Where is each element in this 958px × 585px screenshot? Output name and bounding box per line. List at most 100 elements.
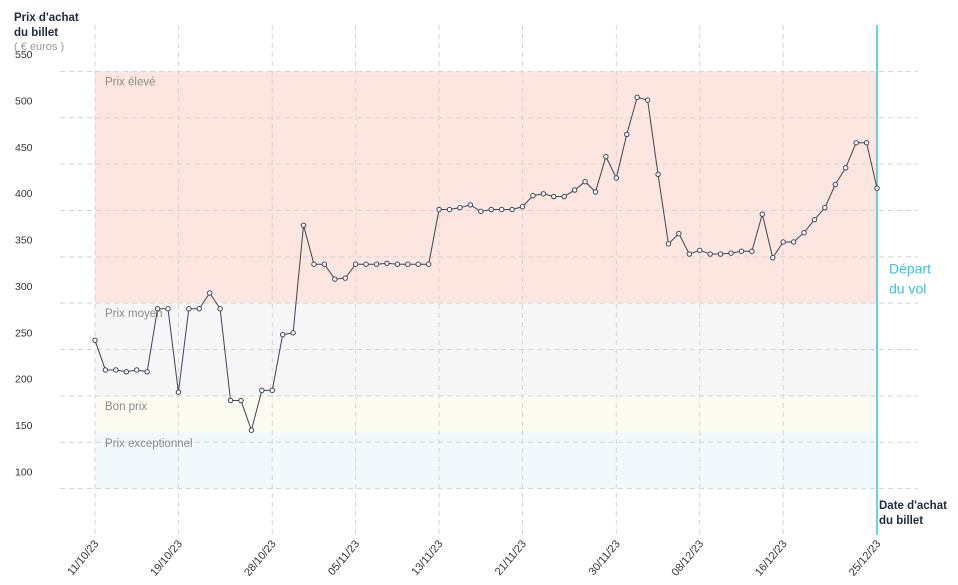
price-point [801, 230, 807, 236]
price-point [582, 179, 588, 185]
price-point [321, 261, 328, 267]
x-tick-label: 05/11/23 [326, 538, 362, 578]
y-tick-label: 500 [15, 96, 33, 108]
y-tick-label: 200 [15, 374, 33, 386]
price-point [488, 206, 494, 213]
price-point [206, 290, 213, 296]
price-point [300, 222, 307, 228]
price-point [707, 251, 713, 257]
price-point [332, 276, 338, 282]
price-point [717, 251, 724, 257]
price-point [436, 206, 442, 213]
price-point [540, 191, 547, 197]
price-point [665, 241, 672, 247]
y-tick-label: 100 [15, 466, 33, 478]
y-tick-label: 300 [15, 281, 33, 293]
price-point [519, 204, 526, 210]
price-point [509, 206, 515, 213]
x-tick-label: 11/10/23 [65, 538, 101, 578]
price-point [478, 208, 484, 215]
price-point [811, 217, 818, 223]
price-point [290, 330, 296, 336]
price-point [154, 306, 161, 312]
x-tick-label: 13/11/23 [409, 538, 445, 578]
price-point [624, 131, 630, 138]
price-point [822, 204, 828, 211]
price-point [457, 204, 463, 211]
band [95, 71, 877, 304]
price-point [363, 261, 369, 267]
price-point [446, 206, 453, 213]
price-point [634, 94, 640, 101]
price-point [551, 193, 557, 200]
price-point [530, 192, 536, 199]
price-point [175, 389, 182, 395]
price-point [373, 261, 380, 267]
price-point [571, 187, 578, 193]
price-point [780, 239, 786, 245]
price-point [603, 153, 609, 160]
x-tick-label: 25/12/23 [847, 538, 884, 579]
y-tick-label: 150 [15, 420, 33, 432]
x-tick-label: 19/10/23 [148, 538, 185, 579]
y-title: du billet [14, 27, 58, 39]
price-point [697, 247, 703, 254]
price-point [102, 367, 109, 373]
band [95, 395, 877, 433]
y-tick-label: 550 [15, 49, 33, 61]
price-point [269, 387, 275, 394]
price-point [352, 261, 359, 267]
price-point [144, 369, 150, 375]
price-point [259, 387, 265, 394]
price-point [227, 397, 234, 404]
price-point [123, 369, 129, 375]
price-point [165, 306, 171, 312]
price-point [863, 140, 870, 146]
band-label: Prix exceptionnel [105, 438, 193, 450]
price-point [843, 165, 849, 171]
band-label: Prix moyen [105, 308, 163, 320]
x-tick-label: 16/12/23 [753, 538, 790, 579]
price-point [425, 261, 432, 267]
grid [60, 25, 918, 535]
price-point [342, 275, 348, 281]
price-point [467, 202, 474, 208]
price-point [676, 230, 682, 237]
y-tick-label: 350 [15, 235, 33, 247]
x-title: Date d'achat [879, 500, 947, 512]
price-point [686, 251, 693, 257]
departure-label: Départ [889, 261, 931, 277]
price-point [655, 171, 661, 177]
y-title: Prix d'achat [14, 12, 79, 24]
price-point [738, 248, 745, 254]
price-point [770, 255, 776, 261]
price-point [238, 397, 244, 404]
x-tick-label: 30/11/23 [587, 538, 623, 578]
x-title: du billet [879, 515, 923, 527]
x-tick-label: 21/11/23 [493, 538, 529, 578]
price-point [498, 206, 505, 213]
price-point [561, 193, 567, 200]
price-point [311, 261, 317, 267]
band-label: Prix élevé [105, 76, 156, 88]
price-point [394, 261, 401, 267]
price-point [874, 185, 880, 191]
price-point [853, 140, 859, 146]
price-point [279, 332, 286, 338]
y-tick-label: 400 [15, 188, 33, 200]
price-point [384, 260, 390, 267]
price-point [113, 367, 119, 373]
y-unit: ( € euros ) [14, 41, 64, 53]
bands [95, 71, 877, 489]
price-point [832, 181, 838, 188]
price-point [790, 239, 797, 245]
y-tick-label: 450 [15, 142, 33, 154]
price-point [749, 248, 755, 254]
price-point [92, 337, 98, 343]
x-tick-label: 28/10/23 [242, 538, 279, 579]
price-point [759, 211, 766, 217]
price-line [94, 96, 878, 432]
band [95, 433, 877, 489]
price-point [196, 306, 202, 312]
